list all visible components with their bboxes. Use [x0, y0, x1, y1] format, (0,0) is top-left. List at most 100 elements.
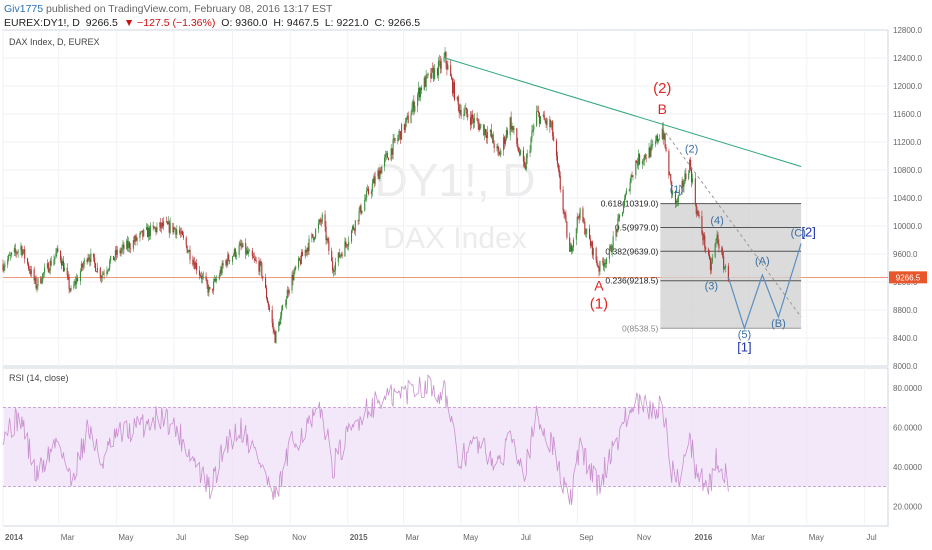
candle-body — [403, 124, 405, 131]
candle-body — [49, 260, 51, 272]
candle-body — [199, 275, 201, 277]
candle-body — [175, 229, 177, 235]
candle-body — [509, 117, 511, 136]
low-value: L: 9221.0 — [324, 17, 369, 29]
candle-body — [465, 107, 467, 110]
candle-body — [180, 233, 182, 234]
candle-body — [66, 267, 68, 276]
candle-body — [689, 160, 691, 173]
candle-body — [525, 158, 527, 170]
candle-body — [678, 189, 680, 196]
wave-projection[interactable] — [661, 127, 802, 331]
price-tick-label: 8000.0 — [893, 362, 918, 371]
candle-body — [268, 306, 270, 310]
candle-body — [617, 218, 619, 232]
candle-body — [645, 157, 647, 159]
candle-body — [479, 125, 481, 131]
candle-body — [87, 257, 89, 262]
candle-body — [10, 254, 12, 256]
candle-body — [248, 250, 251, 252]
candle-body — [140, 231, 142, 234]
candle-body — [665, 147, 667, 152]
trendline-layer[interactable] — [444, 57, 802, 167]
candle-body — [638, 154, 640, 166]
candle-body — [220, 269, 222, 274]
candle-body — [399, 131, 401, 135]
candle-body — [505, 130, 507, 139]
candle-body — [353, 229, 355, 231]
candle-body — [42, 273, 44, 282]
candle-body — [496, 146, 498, 149]
watermark-symbol: DY1!, D — [374, 154, 535, 206]
candle-body — [15, 251, 17, 254]
candle-body — [311, 234, 313, 239]
wave-label: (1) — [670, 184, 683, 196]
candle-body — [538, 112, 541, 124]
candle-body — [648, 147, 650, 159]
candle-body — [284, 304, 286, 306]
candle-body — [503, 137, 505, 151]
candle-body — [172, 222, 174, 233]
candle-body — [179, 229, 181, 234]
candle-body — [254, 258, 256, 260]
candle-body — [325, 226, 327, 241]
candle-body — [551, 121, 553, 126]
candle-body — [443, 56, 445, 62]
candle-body — [456, 96, 458, 100]
symbol-label[interactable]: EUREX:DY1!, D — [4, 17, 80, 29]
candle-body — [631, 175, 633, 177]
candle-body — [629, 182, 631, 191]
candle-body — [418, 88, 421, 98]
candle-body — [200, 276, 202, 279]
time-tick-label: 2015 — [350, 533, 368, 542]
candle-body — [398, 134, 400, 139]
price-tick-label: 11600.0 — [893, 110, 922, 119]
rsi-tick-label: 20.0000 — [893, 502, 922, 511]
candle-body — [239, 243, 241, 246]
candle-body — [129, 248, 132, 249]
candle-body — [315, 229, 317, 238]
candle-body — [152, 225, 154, 227]
time-tick-label: Sep — [579, 533, 594, 542]
price-tick-label: 9600.0 — [893, 250, 918, 259]
candle-body — [317, 223, 320, 230]
candle-body — [367, 188, 370, 195]
candle-body — [50, 260, 52, 266]
candle-body — [207, 284, 209, 293]
candle-body — [132, 240, 134, 249]
price-axis[interactable]: 12800.0 12400.0 12000.0 11600.0 11200.0 10800… — [893, 26, 922, 371]
rsi-tick-label: 40.0000 — [893, 463, 922, 472]
candle-body — [539, 116, 541, 124]
candle-body — [503, 137, 506, 144]
candle-body — [77, 278, 79, 282]
candle-body — [262, 276, 264, 279]
rsi-axis[interactable]: 80.0000 60.0000 40.0000 20.0000 — [893, 384, 922, 512]
resistance-trendline[interactable] — [444, 57, 802, 167]
elliott-projection-path[interactable] — [727, 243, 802, 331]
fibonacci-box[interactable]: 0.618(10319.0) 0.5(9979.0) 0.382(9639.0) 0.… — [601, 199, 802, 334]
candle-body — [639, 154, 641, 164]
candle-body — [321, 214, 323, 222]
candle-body — [623, 198, 626, 207]
candle-body — [48, 271, 50, 273]
candle-body — [458, 104, 460, 113]
candle-body — [169, 222, 171, 233]
candle-body — [644, 154, 646, 158]
candle-body — [424, 77, 426, 87]
candle-body — [61, 260, 64, 266]
candle-body — [478, 123, 480, 131]
candle-body — [235, 255, 237, 257]
rsi-overbought-oversold-band — [4, 407, 887, 487]
candle-body — [615, 229, 617, 237]
candle-body — [550, 125, 552, 127]
candle-body — [126, 240, 128, 250]
author-link[interactable]: Giv1775 — [4, 3, 44, 15]
candle-body — [253, 257, 255, 259]
candle-body — [135, 235, 137, 241]
candle-body — [148, 227, 150, 237]
candle-body — [520, 150, 522, 155]
time-axis[interactable]: 2014 Mar May Jul Sep Nov 2015 Mar May Jul Sep Nov 20… — [5, 533, 877, 542]
candle-body — [450, 65, 452, 77]
candle-body — [28, 268, 30, 271]
